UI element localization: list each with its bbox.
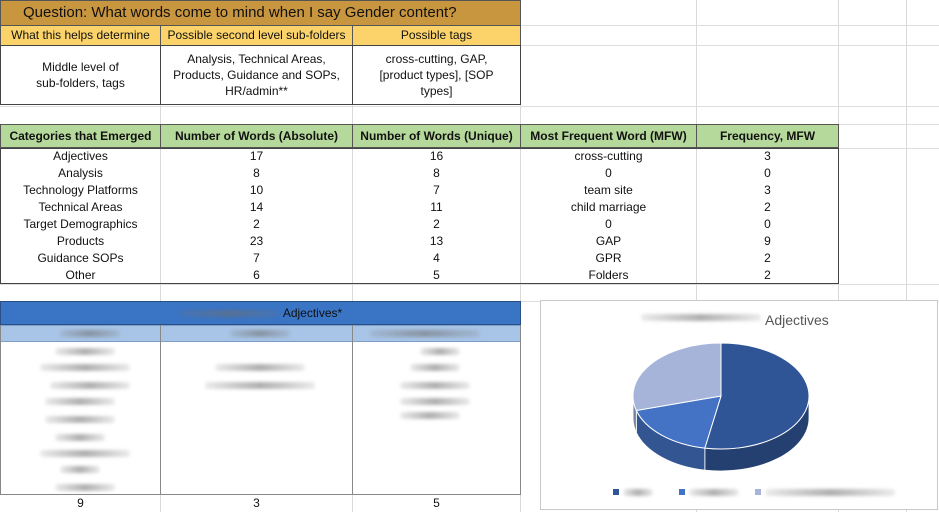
pie-svg [632, 342, 810, 472]
table-cell[interactable]: 2 [433, 217, 440, 232]
table-cell[interactable]: Target Demographics [23, 217, 138, 232]
table-cell[interactable]: 9 [764, 234, 771, 249]
table-cell[interactable]: Technology Platforms [23, 183, 138, 198]
table-cell[interactable]: 14 [249, 200, 264, 215]
chart-title: Adjectives [765, 312, 829, 328]
table-cell[interactable]: GPR [595, 251, 622, 266]
legend-swatch [679, 489, 685, 495]
adjectives-header[interactable]: Adjectives* [0, 301, 521, 325]
table-cell[interactable]: 7 [253, 251, 260, 266]
header-what-helps[interactable]: What this helps determine [0, 25, 161, 46]
adjectives-total[interactable]: 5 [433, 496, 440, 511]
col-frequency[interactable]: Frequency, MFW [696, 124, 839, 148]
table-cell[interactable]: 5 [433, 268, 440, 283]
table-cell[interactable]: 3 [764, 183, 771, 198]
adjectives-total[interactable]: 3 [253, 496, 260, 511]
table-cell[interactable]: 3 [764, 149, 771, 164]
table-cell[interactable]: 0 [764, 217, 771, 232]
value-what-helps[interactable]: Middle level of sub-folders, tags [0, 45, 161, 105]
legend-swatch [613, 489, 619, 495]
table-cell[interactable]: Analysis [58, 166, 103, 181]
table-cell[interactable]: 17 [249, 149, 264, 164]
value-possible-tags[interactable]: cross-cutting, GAP, [product types], [SO… [352, 45, 521, 105]
col-categories[interactable]: Categories that Emerged [0, 124, 161, 148]
value-sub-folders[interactable]: Analysis, Technical Areas, Products, Gui… [160, 45, 353, 105]
table-cell[interactable]: team site [584, 183, 633, 198]
table-cell[interactable]: 7 [433, 183, 440, 198]
table-cell[interactable]: 23 [249, 234, 264, 249]
table-cell[interactable]: Products [56, 234, 105, 249]
table-cell[interactable]: Adjectives [53, 149, 108, 164]
table-cell[interactable]: Technical Areas [38, 200, 123, 215]
question-title[interactable]: Question: What words come to mind when I… [0, 0, 521, 26]
table-cell[interactable]: cross-cutting [574, 149, 643, 164]
table-cell[interactable]: 4 [433, 251, 440, 266]
table-cell[interactable]: Other [65, 268, 96, 283]
table-cell[interactable]: 13 [429, 234, 444, 249]
adjectives-title: Adjectives* [282, 305, 343, 320]
table-cell[interactable]: Folders [588, 268, 629, 283]
table-cell[interactable]: 0 [605, 217, 612, 232]
table-cell[interactable]: 0 [764, 166, 771, 181]
table-cell[interactable]: 10 [249, 183, 264, 198]
table-cell[interactable]: 2 [764, 200, 771, 215]
table-cell[interactable]: 16 [429, 149, 444, 164]
table-cell[interactable]: 2 [764, 251, 771, 266]
table-cell[interactable]: Guidance SOPs [37, 251, 124, 266]
table-cell[interactable]: 11 [430, 200, 443, 215]
table-cell[interactable]: 2 [764, 268, 771, 283]
table-cell[interactable]: 8 [433, 166, 440, 181]
table-cell[interactable]: 0 [605, 166, 612, 181]
header-possible-tags[interactable]: Possible tags [352, 25, 521, 46]
table-cell[interactable]: 6 [253, 268, 260, 283]
col-unique[interactable]: Number of Words (Unique) [352, 124, 521, 148]
table-cell[interactable]: child marriage [570, 200, 647, 215]
pie-slice[interactable] [635, 395, 722, 449]
adjectives-total[interactable]: 9 [77, 496, 84, 511]
adjectives-pie-chart[interactable]: Adjectives [540, 300, 938, 510]
pie-slice[interactable] [632, 342, 722, 412]
col-absolute[interactable]: Number of Words (Absolute) [160, 124, 353, 148]
pie-slice[interactable] [704, 342, 810, 450]
legend-swatch [755, 489, 761, 495]
header-sub-folders[interactable]: Possible second level sub-folders [160, 25, 353, 46]
table-cell[interactable]: 8 [253, 166, 260, 181]
table-cell[interactable]: GAP [595, 234, 622, 249]
table-cell[interactable]: 2 [253, 217, 260, 232]
col-mfw[interactable]: Most Frequent Word (MFW) [520, 124, 697, 148]
